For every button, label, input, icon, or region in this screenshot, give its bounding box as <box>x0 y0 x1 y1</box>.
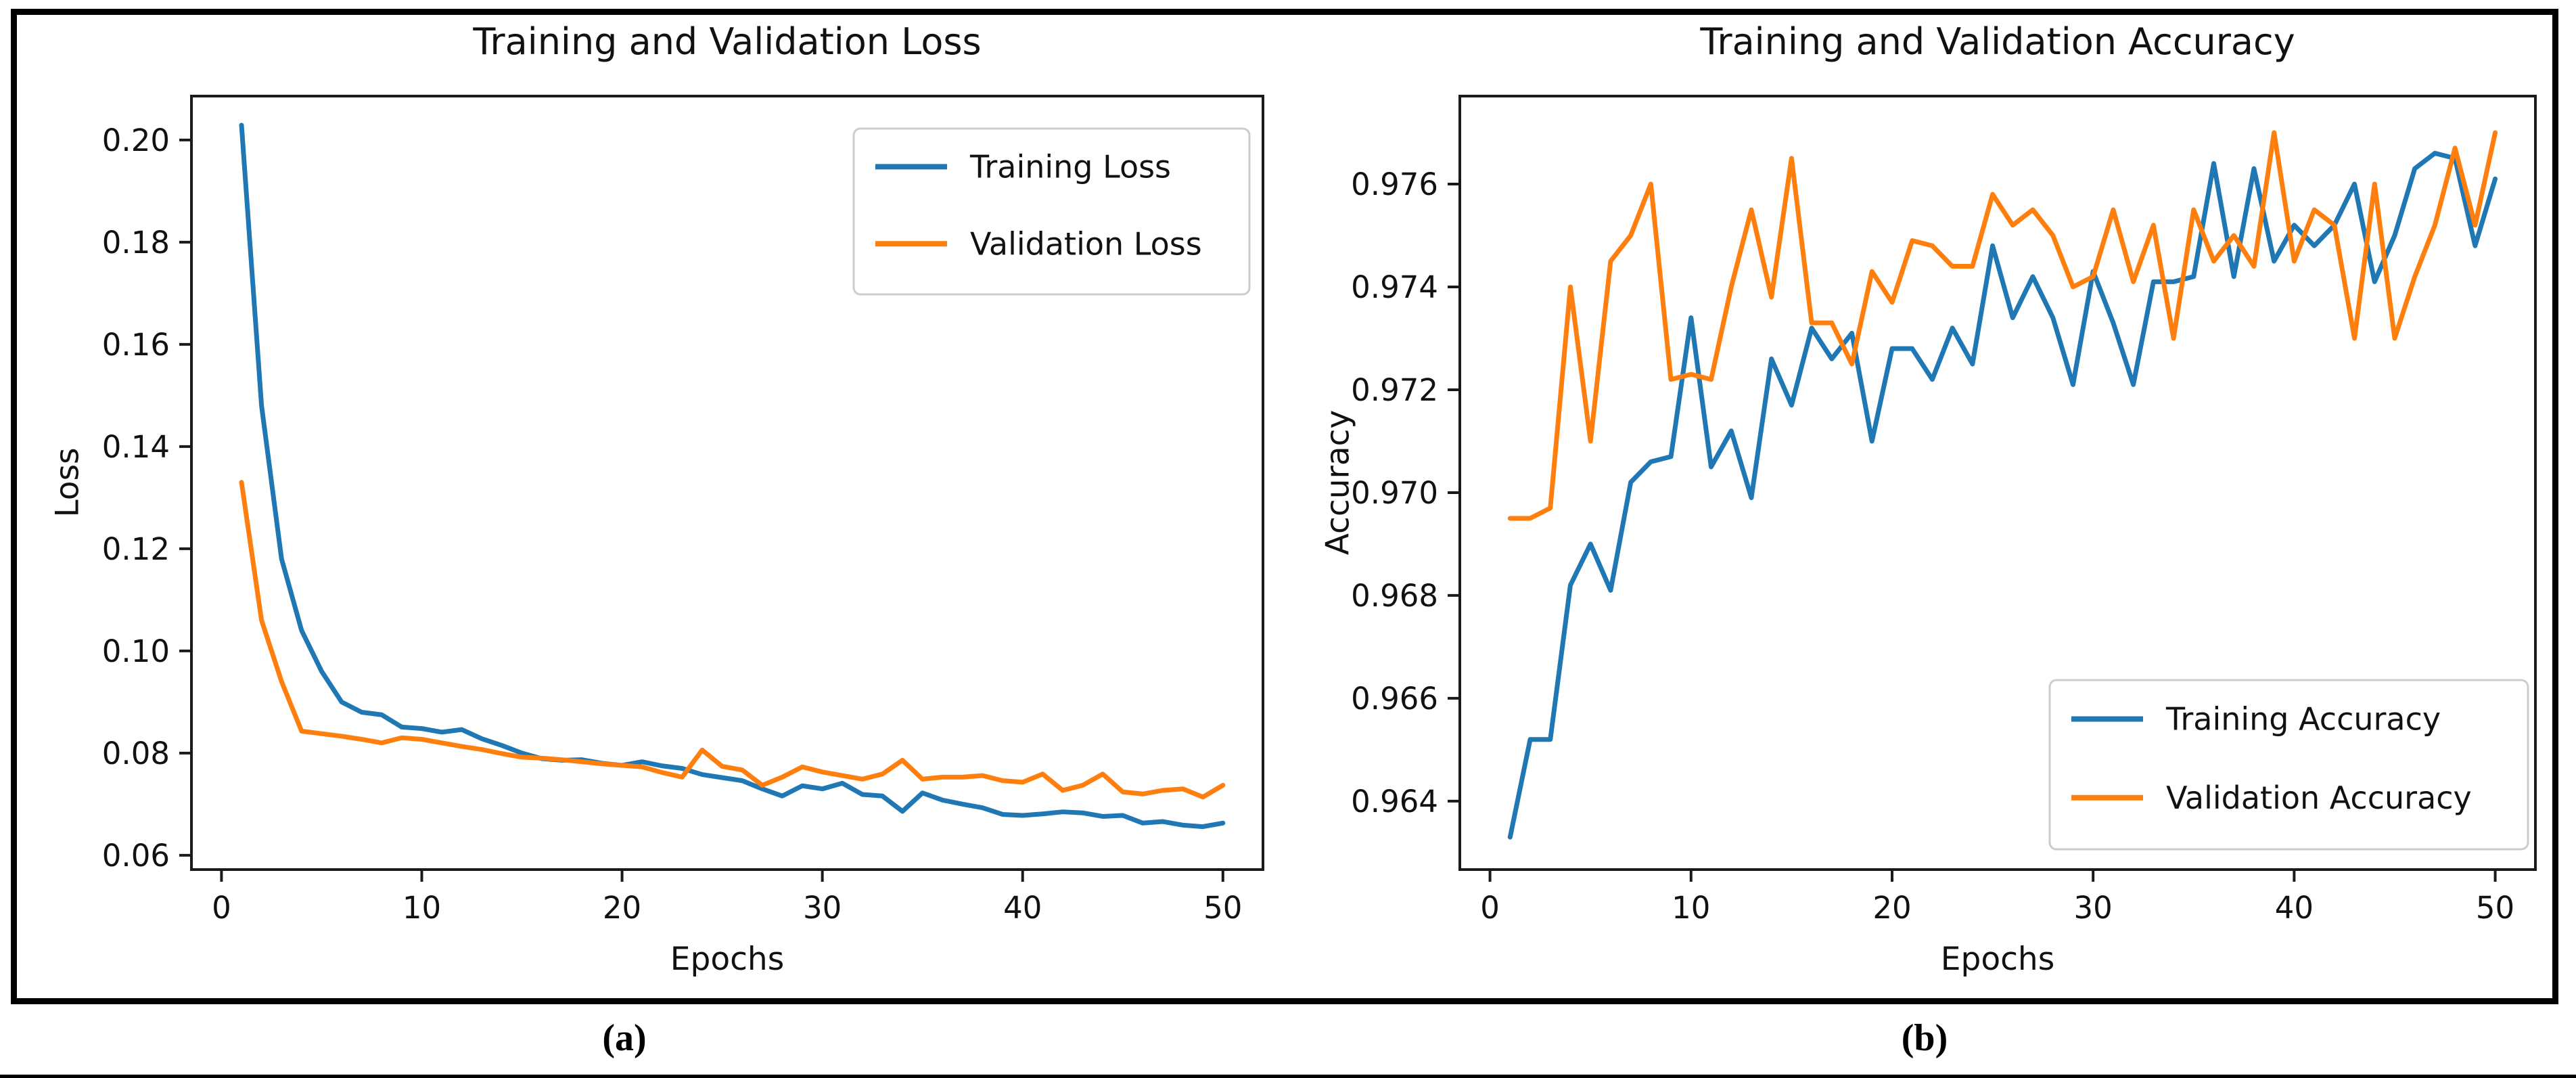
x-tick-label: 40 <box>1003 890 1042 926</box>
accuracy-x-axis-label: Epochs <box>1940 941 2055 978</box>
legend-box <box>2048 679 2529 851</box>
training-line <box>239 122 1226 830</box>
y-tick-label: 0.972 <box>1351 372 1438 408</box>
legend-label: Validation Accuracy <box>2166 780 2472 816</box>
y-tick-label: 0.16 <box>102 327 170 363</box>
axes-spines <box>1458 95 2537 871</box>
x-tick-label: 20 <box>603 890 641 926</box>
loss-chart: 0 10 20 30 40 50 0.06 0.08 0.10 0.12 0.14 0.16 0.18 0… <box>102 95 1264 926</box>
legend: Training Accuracy Validation Accuracy <box>2048 679 2529 851</box>
y-tick-label: 0.974 <box>1351 269 1438 305</box>
y-tick-label: 0.966 <box>1351 681 1438 717</box>
axes-spines <box>190 95 1264 871</box>
x-tick-label: 10 <box>1672 890 1710 926</box>
loss-y-axis-label: Loss <box>49 447 87 518</box>
legend-label: Training Loss <box>969 148 1171 185</box>
legend: Training Loss Validation Loss <box>852 127 1251 296</box>
y-tick-label: 0.20 <box>102 122 170 158</box>
loss-chart-title: Training and Validation Loss <box>473 20 982 63</box>
subfigure-caption-a: (a) <box>602 1017 647 1059</box>
y-tick-label: 0.964 <box>1351 784 1438 819</box>
x-tick-label: 30 <box>2074 890 2113 926</box>
figure-border <box>11 9 2558 1004</box>
y-tick-label: 0.08 <box>102 736 170 771</box>
x-tick-label: 50 <box>1203 890 1242 926</box>
validation-line <box>239 480 1226 800</box>
page-bottom-edge <box>0 1075 2576 1078</box>
accuracy-chart: 0 10 20 30 40 50 0.964 0.966 0.968 0.970 0.972 0.97… <box>1351 95 2537 926</box>
x-tick-label: 10 <box>402 890 441 926</box>
x-tick-label: 0 <box>212 890 231 926</box>
y-tick-label: 0.12 <box>102 531 170 567</box>
legend-label: Validation Loss <box>970 225 1202 262</box>
legend-box <box>852 127 1251 296</box>
y-tick-label: 0.968 <box>1351 578 1438 614</box>
training-line <box>1507 150 2498 840</box>
x-tick-label: 20 <box>1872 890 1911 926</box>
accuracy-y-axis-label: Accuracy <box>1319 409 1357 556</box>
subfigure-caption-b: (b) <box>1901 1017 1948 1059</box>
y-tick-label: 0.14 <box>102 429 170 465</box>
x-tick-label: 30 <box>803 890 842 926</box>
y-tick-label: 0.06 <box>102 838 170 874</box>
x-tick-label: 0 <box>1480 890 1500 926</box>
x-tick-label: 40 <box>2275 890 2314 926</box>
y-tick-label: 0.970 <box>1351 475 1438 511</box>
legend-label: Training Accuracy <box>2165 701 2441 738</box>
y-tick-label: 0.976 <box>1351 166 1438 202</box>
loss-x-axis-label: Epochs <box>670 941 785 978</box>
y-tick-label: 0.18 <box>102 225 170 261</box>
validation-line <box>1507 130 2498 521</box>
y-tick-label: 0.10 <box>102 633 170 669</box>
accuracy-chart-title: Training and Validation Accuracy <box>1700 20 2295 63</box>
x-tick-label: 50 <box>2476 890 2514 926</box>
